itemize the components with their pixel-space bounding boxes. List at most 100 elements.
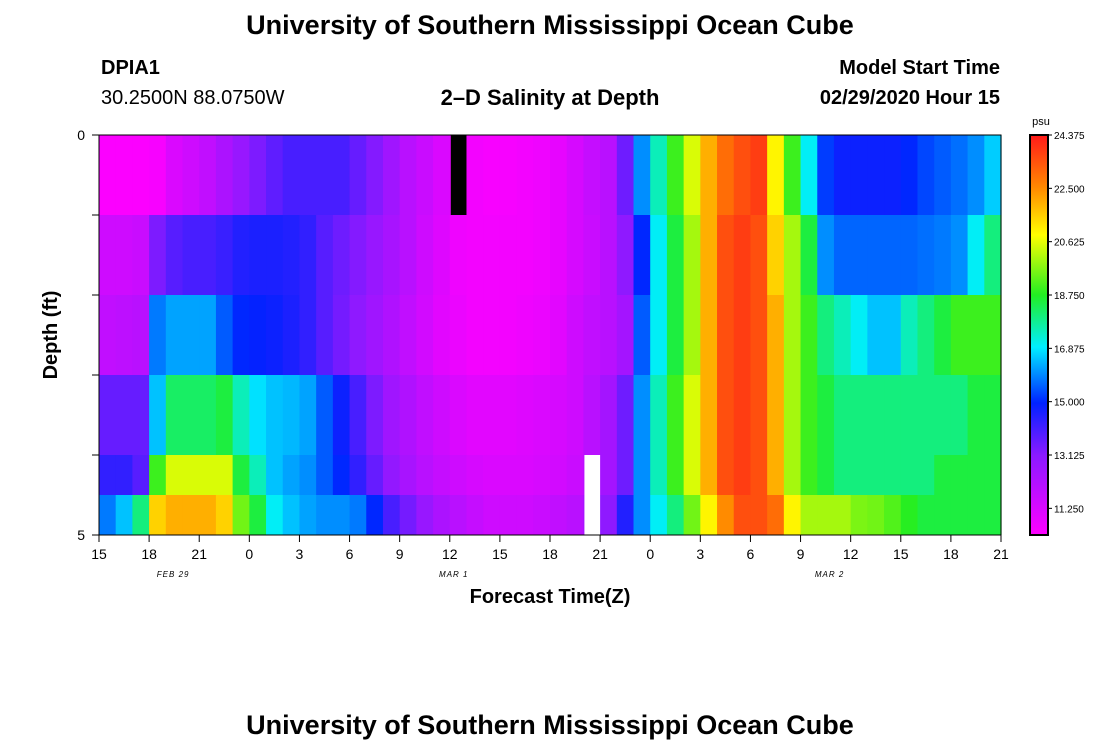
heatmap-cell	[132, 215, 150, 295]
heatmap-cell	[833, 495, 852, 535]
heatmap-cell	[232, 455, 250, 495]
heatmap-cell	[399, 375, 417, 455]
heatmap-cell	[566, 455, 584, 495]
heatmap-cell	[533, 375, 551, 455]
heatmap-cell	[232, 215, 250, 295]
heatmap-cell	[416, 455, 434, 495]
heatmap-cell	[266, 375, 284, 455]
heatmap-cell	[967, 455, 985, 495]
x-tick-label: 18	[141, 546, 157, 562]
heatmap-cell	[783, 455, 802, 495]
heatmap-cell	[750, 295, 768, 375]
heatmap-cell	[449, 495, 468, 535]
heatmap-cell	[299, 375, 317, 455]
heatmap-cell	[199, 495, 217, 535]
heatmap-cell	[182, 215, 200, 295]
heatmap-cell	[934, 135, 952, 215]
heatmap-cell	[449, 295, 468, 375]
heatmap-cell	[700, 215, 718, 295]
heatmap-cell	[332, 455, 351, 495]
x-tick-label: 15	[91, 546, 107, 562]
heatmap-cell	[666, 215, 685, 295]
x-tick-label: 6	[346, 546, 354, 562]
heatmap-cell	[215, 215, 234, 295]
heatmap-cell	[182, 295, 200, 375]
heatmap-cell	[416, 375, 434, 455]
heatmap-cell	[633, 375, 651, 455]
heatmap-cell	[750, 375, 768, 455]
heatmap-cell	[99, 295, 117, 375]
y-tick-label: 5	[77, 527, 85, 543]
heatmap-cell	[867, 295, 885, 375]
heatmap-cell	[249, 455, 267, 495]
heatmap-cell	[349, 215, 367, 295]
heatmap-cell	[132, 135, 150, 215]
heatmap-cell	[165, 455, 184, 495]
heatmap-cell	[316, 135, 334, 215]
heatmap-cell	[466, 455, 484, 495]
heatmap-cell	[934, 215, 952, 295]
heatmap-cell	[99, 455, 117, 495]
heatmap-cell	[99, 495, 117, 535]
heatmap-cell	[533, 215, 551, 295]
heatmap-cell	[633, 455, 651, 495]
heatmap-cell	[616, 135, 635, 215]
heatmap-cell	[483, 215, 501, 295]
heatmap-cell	[282, 215, 301, 295]
heatmap-cell	[449, 375, 468, 455]
heatmap-cell	[984, 295, 1002, 375]
heatmap-cell	[583, 135, 601, 215]
heatmap-cell	[215, 135, 234, 215]
heatmap-cell	[833, 215, 852, 295]
heatmap-cell	[516, 295, 534, 375]
heatmap-marker	[450, 135, 467, 215]
heatmap-cell	[299, 295, 317, 375]
heatmap-cell	[282, 495, 301, 535]
heatmap-cell	[199, 455, 217, 495]
heatmap-cell	[466, 375, 484, 455]
heatmap-cell	[884, 215, 902, 295]
heatmap-cell	[884, 135, 902, 215]
heatmap-cell	[666, 455, 685, 495]
heatmap-cell	[683, 295, 701, 375]
heatmap-cell	[399, 455, 417, 495]
heatmap-cell	[600, 375, 618, 455]
heatmap-cell	[867, 495, 885, 535]
heatmap-cell	[550, 135, 568, 215]
heatmap-cell	[215, 495, 234, 535]
heatmap-cell	[115, 295, 133, 375]
heatmap-cell	[282, 375, 301, 455]
heatmap-cell	[566, 375, 584, 455]
heatmap-cell	[733, 455, 752, 495]
heatmap-cell	[149, 455, 167, 495]
heatmap-cell	[850, 455, 868, 495]
heatmap-cell	[817, 375, 835, 455]
heatmap-cell	[199, 295, 217, 375]
heatmap-cell	[416, 495, 434, 535]
heatmap-cell	[934, 495, 952, 535]
colorbar-tick-label: 20.625	[1054, 238, 1085, 249]
heatmap-cell	[917, 295, 935, 375]
heatmap-cell	[132, 375, 150, 455]
heatmap-cell	[666, 495, 685, 535]
x-tick-label: 18	[542, 546, 558, 562]
heatmap-cell	[483, 375, 501, 455]
heatmap-cell	[650, 375, 668, 455]
heatmap-cell	[99, 135, 117, 215]
heatmap-cells	[99, 135, 1002, 535]
heatmap-cell	[466, 295, 484, 375]
colorbar	[1029, 134, 1049, 536]
heatmap-cell	[433, 215, 451, 295]
heatmap-cell	[516, 455, 534, 495]
heatmap-cell	[550, 295, 568, 375]
heatmap-cell	[416, 135, 434, 215]
heatmap-cell	[683, 495, 701, 535]
colorbar-tick-label: 11.250	[1054, 504, 1084, 515]
heatmap-cell	[115, 375, 133, 455]
heatmap-cell	[967, 495, 985, 535]
heatmap-cell	[850, 215, 868, 295]
heatmap-cell	[783, 295, 802, 375]
heatmap-cell	[950, 495, 969, 535]
heatmap-cell	[299, 135, 317, 215]
